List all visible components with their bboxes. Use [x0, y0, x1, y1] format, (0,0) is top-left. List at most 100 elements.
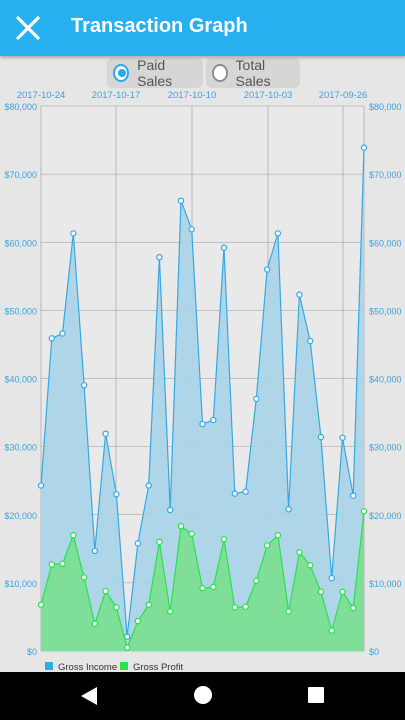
- total-sales-label: Total Sales: [235, 57, 271, 89]
- data-point: [145, 482, 152, 489]
- data-point: [231, 490, 238, 497]
- y-tick-label-right: $70,000: [369, 170, 402, 180]
- data-point: [166, 506, 174, 514]
- y-tick-label-left: $40,000: [4, 375, 37, 385]
- data-point: [274, 532, 282, 539]
- y-tick-label-left: $0: [27, 647, 37, 657]
- x-tick-label: 2017-10-24: [17, 90, 66, 101]
- y-tick-label-right: $80,000: [369, 102, 402, 112]
- data-point: [91, 547, 99, 555]
- data-point: [242, 488, 249, 495]
- data-point: [274, 230, 282, 237]
- data-point: [80, 382, 88, 389]
- data-point: [156, 253, 163, 261]
- legend-label-profit: Gross Profit: [133, 662, 184, 672]
- data-point: [210, 416, 217, 424]
- data-point: [59, 330, 66, 337]
- data-point: [134, 617, 142, 625]
- data-point: [210, 583, 217, 591]
- home-icon[interactable]: [194, 686, 212, 704]
- data-point: [113, 604, 120, 611]
- paid-sales-label: Paid Sales: [137, 57, 173, 89]
- legend-label-income: Gross Income: [58, 662, 117, 672]
- transaction-chart: $0 $0 $10,000 $10,000 $20,000 $20,000 $30,000 $…: [4, 90, 402, 672]
- close-icon[interactable]: [10, 10, 46, 46]
- data-point: [339, 588, 346, 595]
- data-point: [113, 491, 120, 498]
- legend-swatch-income: [45, 662, 53, 670]
- x-tick-label: 2017-10-03: [244, 90, 293, 101]
- data-point: [48, 561, 56, 568]
- data-point: [166, 608, 174, 615]
- data-point: [199, 585, 206, 592]
- data-point: [253, 395, 260, 403]
- data-point: [156, 538, 163, 546]
- y-tick-label-right: $10,000: [369, 579, 402, 589]
- data-point: [253, 577, 260, 584]
- data-point: [134, 540, 142, 547]
- total-sales-toggle[interactable]: Total Sales: [206, 57, 300, 89]
- data-point: [328, 574, 335, 582]
- paid-sales-toggle[interactable]: Paid Sales: [107, 57, 203, 89]
- y-tick-label-right: $0: [369, 647, 379, 657]
- data-point: [328, 627, 335, 634]
- radio-unselected-icon[interactable]: [212, 64, 228, 82]
- data-point: [70, 230, 77, 237]
- page-title: Transaction Graph: [71, 15, 248, 37]
- data-point: [360, 508, 368, 515]
- series-area: [41, 147, 364, 651]
- system-nav-bar: [0, 672, 405, 720]
- data-point: [188, 530, 195, 537]
- data-point: [91, 620, 99, 628]
- recent-apps-icon[interactable]: [308, 687, 324, 703]
- series-area: [41, 511, 364, 651]
- data-point: [177, 523, 185, 530]
- data-point: [296, 549, 303, 556]
- data-point: [285, 506, 292, 513]
- data-point: [307, 337, 314, 345]
- data-point: [220, 536, 228, 543]
- data-point: [350, 604, 357, 612]
- data-point: [307, 562, 314, 569]
- y-tick-label-right: $50,000: [369, 306, 402, 316]
- legend-swatch-profit: [120, 662, 128, 670]
- y-tick-label-right: $30,000: [369, 443, 402, 453]
- data-point: [37, 482, 45, 489]
- y-tick-label-right: $20,000: [369, 511, 402, 521]
- data-point: [317, 588, 325, 595]
- data-point: [70, 532, 77, 539]
- y-tick-label-left: $10,000: [4, 579, 37, 589]
- y-tick-label-left: $60,000: [4, 238, 37, 248]
- data-point: [123, 644, 131, 651]
- radio-selected-icon[interactable]: [113, 64, 130, 82]
- data-point: [37, 601, 45, 608]
- y-tick-label-left: $30,000: [4, 443, 37, 453]
- data-point: [285, 608, 292, 615]
- data-point: [339, 434, 346, 441]
- data-point: [242, 603, 249, 610]
- data-point: [220, 244, 228, 251]
- data-point: [317, 433, 325, 441]
- data-point: [80, 574, 88, 581]
- data-point: [48, 335, 56, 342]
- data-point: [350, 492, 357, 499]
- y-tick-label-right: $40,000: [369, 375, 402, 385]
- data-point: [102, 587, 109, 595]
- x-tick-label: 2017-10-10: [168, 90, 217, 101]
- data-point: [199, 420, 206, 428]
- y-tick-label-left: $80,000: [4, 102, 37, 112]
- x-tick-label: 2017-10-17: [92, 90, 141, 101]
- y-tick-label-left: $20,000: [4, 511, 37, 521]
- data-point: [177, 197, 185, 204]
- y-tick-label-left: $70,000: [4, 170, 37, 180]
- back-icon[interactable]: [80, 686, 98, 706]
- y-tick-label-left: $50,000: [4, 306, 37, 316]
- data-point: [263, 542, 271, 549]
- data-point: [231, 604, 238, 611]
- x-tick-label: 2017-09-26: [319, 90, 368, 101]
- data-point: [188, 226, 195, 233]
- data-point: [102, 430, 109, 437]
- data-point: [263, 266, 271, 273]
- data-point: [296, 291, 303, 298]
- data-point: [59, 560, 66, 567]
